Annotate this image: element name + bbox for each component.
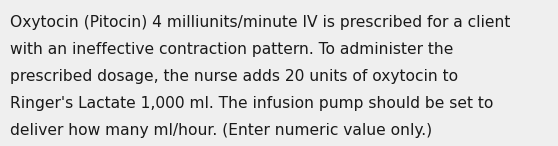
Text: with an ineffective contraction pattern. To administer the: with an ineffective contraction pattern.…: [10, 42, 454, 57]
Text: Oxytocin (Pitocin) 4 milliunits/minute IV is prescribed for a client: Oxytocin (Pitocin) 4 milliunits/minute I…: [10, 15, 511, 30]
Text: prescribed dosage, the nurse adds 20 units of oxytocin to: prescribed dosage, the nurse adds 20 uni…: [10, 69, 458, 84]
Text: deliver how many ml/hour. (Enter numeric value only.): deliver how many ml/hour. (Enter numeric…: [10, 123, 432, 138]
Text: Ringer's Lactate 1,000 ml. The infusion pump should be set to: Ringer's Lactate 1,000 ml. The infusion …: [10, 96, 493, 111]
